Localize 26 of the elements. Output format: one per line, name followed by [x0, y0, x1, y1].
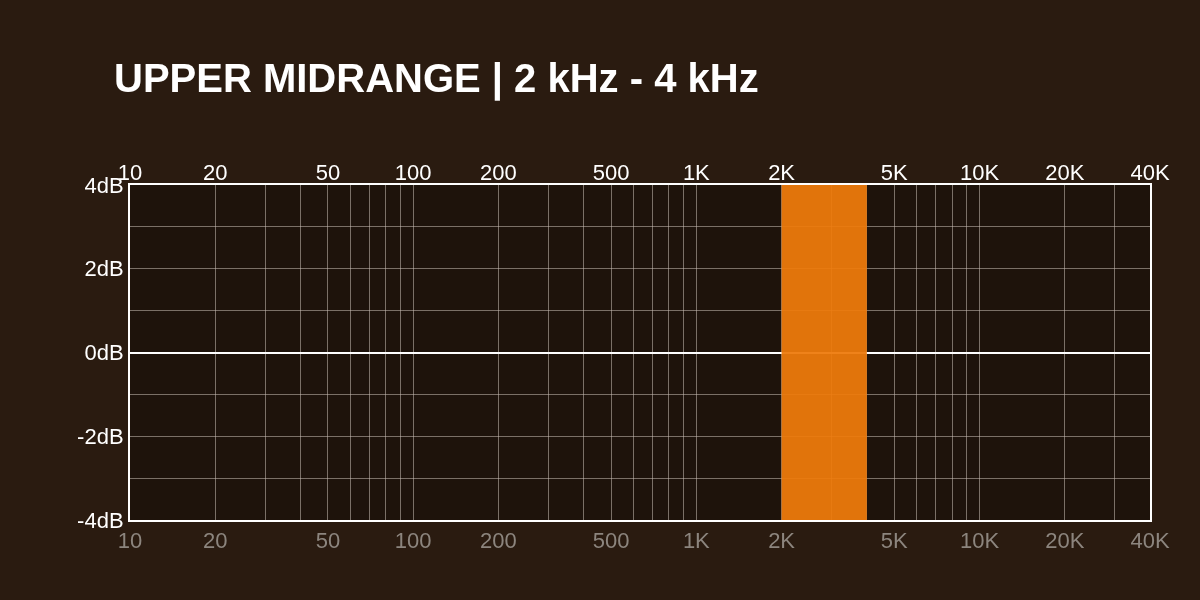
y-tick-label: -2dB	[77, 423, 124, 449]
x-tick-label: 40K	[1130, 159, 1170, 185]
x-tick-label: 2K	[768, 159, 796, 185]
x-tick-label: 100	[394, 159, 432, 185]
x-tick-label: 500	[592, 159, 630, 185]
y-tick-label: 0dB	[84, 340, 124, 366]
text: 50	[315, 528, 341, 554]
x-tick-label: 20	[203, 159, 228, 185]
text: 1K	[682, 528, 710, 554]
text: 500	[592, 528, 630, 554]
text: 20	[203, 528, 228, 554]
x-tick-label: 5K	[880, 159, 909, 185]
x-tick-label: 10K	[959, 159, 1000, 185]
x-tick-label: 50	[315, 159, 341, 185]
text: 200	[480, 528, 517, 554]
text: 40K	[1130, 528, 1170, 554]
y-tick-label: 2dB	[84, 256, 124, 282]
text: 100	[394, 528, 432, 554]
x-tick-label: 200	[480, 159, 517, 185]
text: 5K	[880, 528, 908, 554]
text: 20K	[1045, 528, 1085, 554]
x-tick-label: 1K	[682, 159, 711, 185]
text: 2K	[768, 528, 796, 554]
x-tick-label: 20K	[1045, 159, 1085, 185]
text: 10K	[959, 528, 1000, 554]
chart-title: UPPER MIDRANGE | 2 kHz - 4 kHz	[114, 56, 759, 101]
